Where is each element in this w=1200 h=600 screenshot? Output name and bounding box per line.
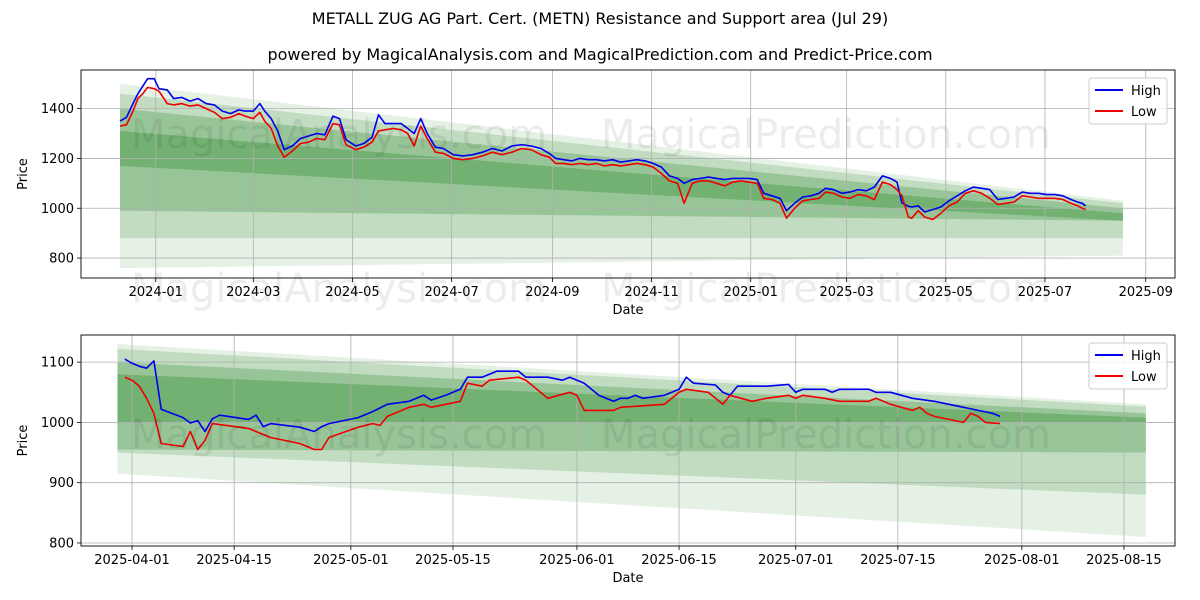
x-tick-label: 2024-09: [525, 285, 579, 300]
y-tick-label: 1100: [41, 356, 74, 371]
plot-frame: [80, 69, 1176, 279]
watermark-prediction: MagicalPrediction.com: [601, 112, 1051, 158]
y-tick-label: 800: [49, 252, 74, 267]
band-2: [117, 348, 1146, 495]
x-axis-label: Date: [612, 303, 643, 318]
plot-2: MagicalAnalysis.com MagicalPrediction.com…: [16, 334, 1176, 586]
series-high-line: [119, 77, 1087, 213]
plot-frame: [80, 334, 1176, 547]
x-tick-label: 2025-05-15: [415, 553, 491, 568]
y-tick-label: 1000: [41, 202, 74, 217]
y-tick-label: 900: [49, 476, 74, 491]
x-tick-label: 2024-01: [129, 285, 183, 300]
x-tick-label: 2025-06-15: [641, 553, 717, 568]
y-tick-label: 1200: [41, 152, 74, 167]
watermark-prediction: MagicalPrediction.com: [601, 266, 1051, 312]
y-axis-label: Price: [16, 425, 31, 457]
y-tick-label: 1000: [41, 416, 74, 431]
watermark-analysis: MagicalAnalysis.com: [131, 266, 547, 312]
legend: High Low: [1088, 77, 1168, 125]
x-tick-label: 2024-05: [325, 285, 379, 300]
x-tick-label: 2024-07: [424, 285, 478, 300]
x-tick-label: 2025-07-01: [758, 553, 834, 568]
x-tick-label: 2025-04-01: [94, 553, 170, 568]
x-tick-label: 2025-09: [1119, 285, 1173, 300]
x-tick-label: 2025-05: [919, 285, 973, 300]
support-resistance-bands: [120, 83, 1123, 269]
watermark-analysis: MagicalAnalysis.com: [131, 412, 547, 458]
legend: High Low: [1088, 342, 1168, 390]
series-low-line: [124, 376, 1001, 451]
x-tick-label: 2025-06-01: [539, 553, 615, 568]
legend-label-high: High: [1131, 84, 1161, 99]
legend-label-low: Low: [1131, 105, 1157, 120]
x-tick-label: 2025-07: [1018, 285, 1072, 300]
y-tick-label: 800: [49, 536, 74, 551]
band-3: [120, 108, 1123, 221]
x-tick-label: 2024-11: [624, 285, 678, 300]
x-tick-label: 2025-01: [724, 285, 778, 300]
plot-1: MagicalAnalysis.com MagicalPrediction.com…: [16, 69, 1176, 318]
x-tick-label: 2025-08-15: [1086, 553, 1162, 568]
y-tick-label: 1400: [41, 102, 74, 117]
band-1: [120, 83, 1123, 269]
legend-label-low: Low: [1131, 370, 1157, 385]
x-tick-label: 2025-05-01: [313, 553, 389, 568]
series-high-line: [124, 358, 1001, 433]
x-tick-label: 2025-07-15: [860, 553, 936, 568]
watermark-prediction: MagicalPrediction.com: [601, 412, 1051, 458]
series-low-line: [119, 86, 1086, 221]
x-tick-label: 2025-04-15: [196, 553, 272, 568]
chart-subtitle: powered by MagicalAnalysis.com and Magic…: [267, 45, 933, 64]
x-tick-label: 2024-03: [226, 285, 280, 300]
x-tick-label: 2025-03: [819, 285, 873, 300]
x-axis-label: Date: [612, 571, 643, 586]
watermark-analysis: MagicalAnalysis.com: [131, 112, 547, 158]
x-tick-label: 2025-08-01: [984, 553, 1060, 568]
legend-label-high: High: [1131, 349, 1161, 364]
y-axis-label: Price: [16, 158, 31, 190]
chart-title: METALL ZUG AG Part. Cert. (METN) Resista…: [311, 9, 889, 28]
